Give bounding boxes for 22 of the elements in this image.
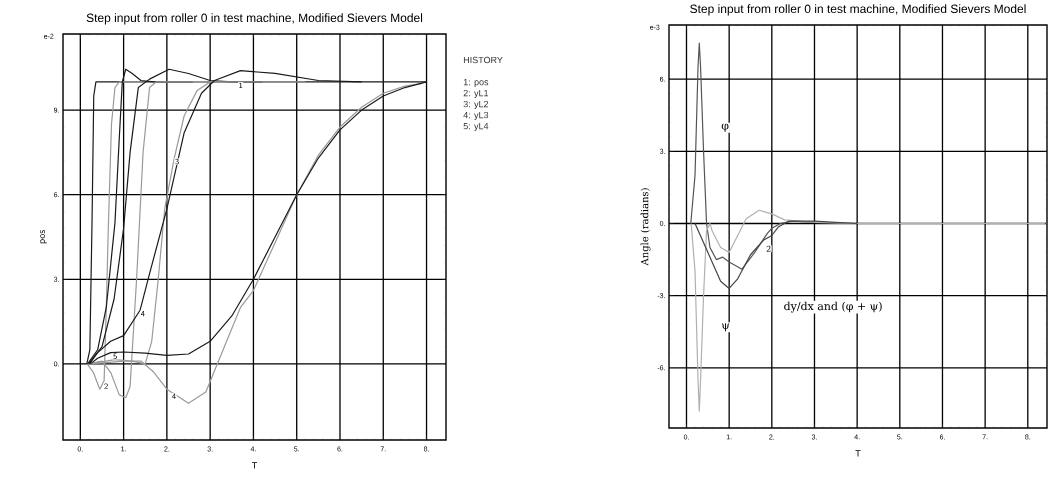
text: HISTORY <box>463 56 503 64</box>
annotation: 4 <box>172 393 176 399</box>
y-axis-title: pos <box>40 230 47 244</box>
x-axis-title: T <box>251 462 258 469</box>
chart-title: Step input from roller 0 in test machine, Modified Sievers Model <box>690 4 1026 16</box>
chart-title: Step input from roller 0 in test machine, Modified Sievers Model <box>86 13 423 25</box>
text: 5: yL4 <box>463 122 489 132</box>
annotation: 5 <box>113 353 117 359</box>
annotation: 2 <box>766 245 771 252</box>
annotation: 3 <box>175 158 179 165</box>
text: 3: yL2 <box>463 100 489 110</box>
x-axis-title: T <box>855 450 861 457</box>
annotation: dy/dx and (φ + ψ) <box>784 301 882 313</box>
y-axis-title: Angle (radians) <box>640 188 651 266</box>
annotation: φ <box>721 123 729 132</box>
annotation: ψ <box>721 323 730 332</box>
text: 4: yL3 <box>463 111 489 121</box>
annotation: 4 <box>140 310 145 317</box>
text: 1: pos <box>463 78 489 88</box>
annotation: 2 <box>104 383 108 389</box>
annotation: 1 <box>239 82 243 89</box>
text: 2: yL1 <box>463 89 489 99</box>
